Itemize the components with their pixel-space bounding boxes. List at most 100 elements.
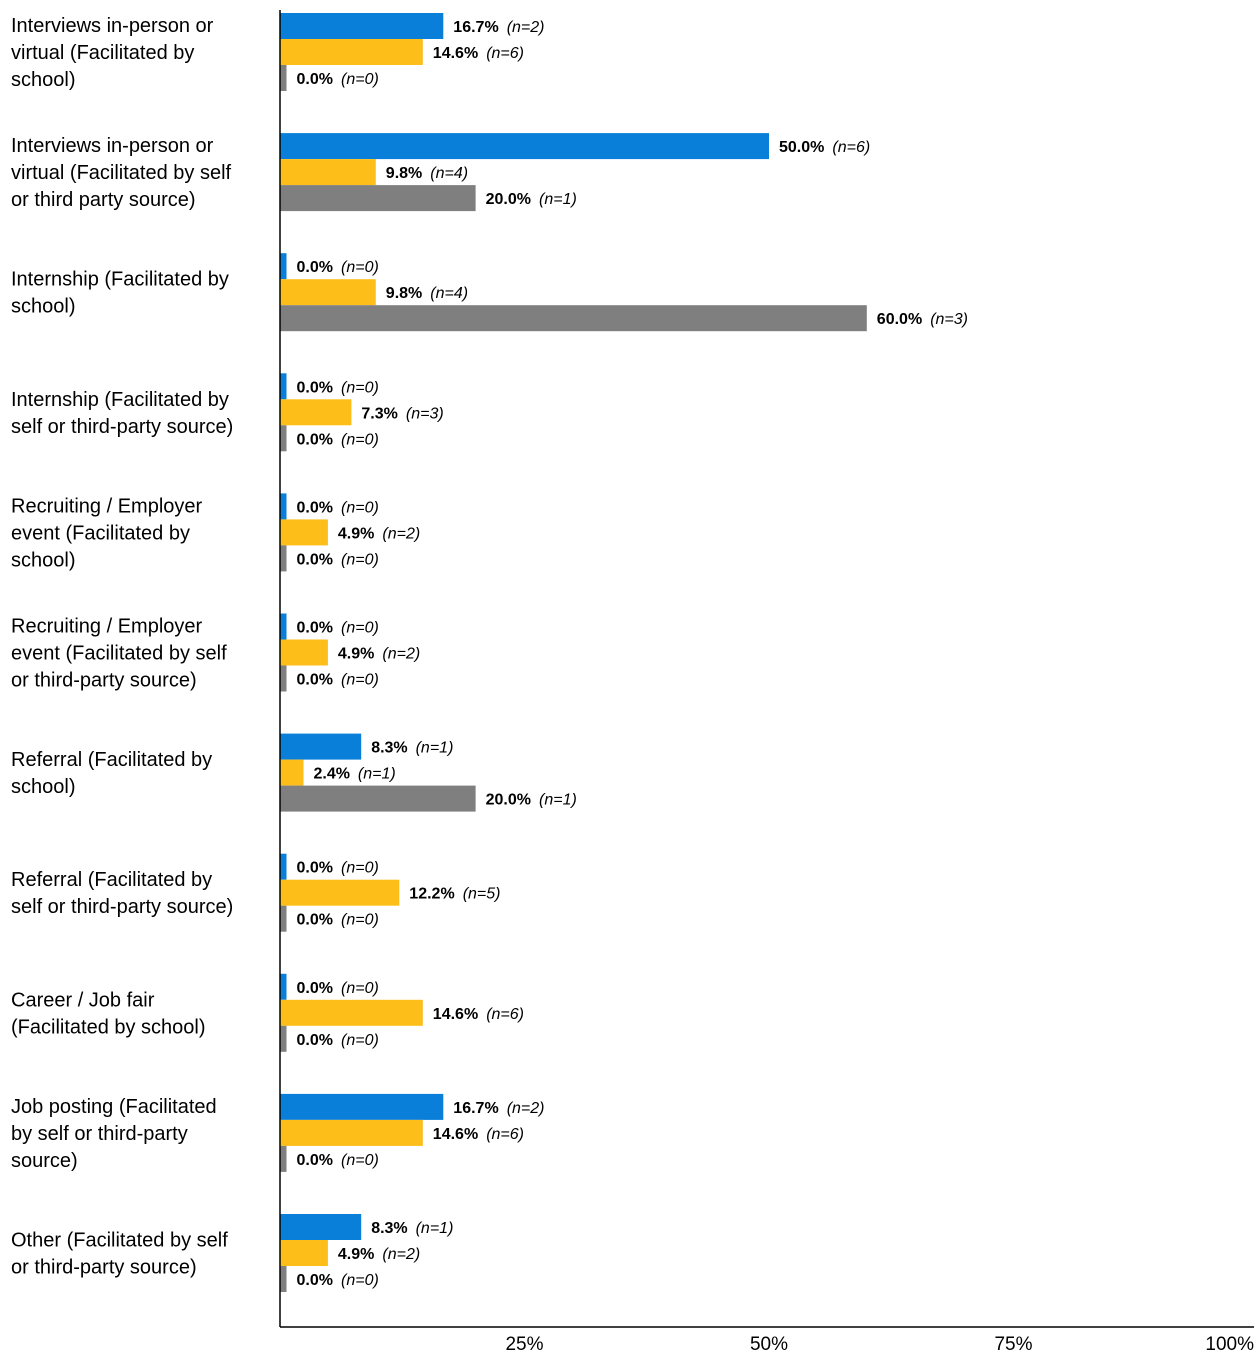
value-label: 4.9%	[338, 1246, 374, 1263]
bar	[280, 65, 287, 91]
n-label: (n=2)	[507, 19, 545, 36]
bar	[280, 425, 287, 452]
category-label-line: event (Facilitated by self	[11, 643, 227, 665]
category-labels: Interviews in-person or virtual (Facilita…	[11, 15, 233, 1279]
value-label: 0.0%	[297, 980, 333, 997]
category-label-line: school)	[11, 296, 75, 318]
bar	[280, 253, 287, 280]
bar	[280, 999, 423, 1026]
category-label: Referral (Facilitated by self or third-pa…	[11, 869, 233, 918]
category-label-line: Interviews in-person or	[11, 15, 214, 37]
category-label-line: or third-party source)	[11, 1257, 197, 1279]
category-label-line: or third party source)	[11, 189, 196, 211]
value-label: 14.6%	[433, 1126, 478, 1143]
x-axis-ticks: 25% 50% 75% 100%	[505, 1334, 1254, 1354]
n-label: (n=1)	[539, 792, 577, 809]
bar	[280, 1266, 287, 1292]
category-label: Interviews in-person or virtual (Facilita…	[11, 135, 232, 211]
n-label: (n=0)	[341, 1152, 379, 1169]
n-label: (n=0)	[341, 499, 379, 516]
category-label-line: Recruiting / Employer	[11, 495, 203, 517]
n-label: (n=0)	[341, 1272, 379, 1289]
category-label: Internship (Facilitated by self or third-…	[11, 389, 233, 438]
value-label: 12.2%	[409, 886, 454, 903]
value-label: 2.4%	[314, 766, 350, 783]
category-label-line: event (Facilitated by	[11, 522, 190, 544]
bar	[280, 133, 769, 160]
value-label: 4.9%	[338, 525, 374, 542]
value-label: 60.0%	[877, 311, 922, 328]
x-tick-label: 50%	[750, 1334, 788, 1354]
n-label: (n=2)	[382, 646, 420, 663]
category-label-line: Internship (Facilitated by	[11, 389, 229, 411]
n-label: (n=0)	[341, 1032, 379, 1049]
value-label: 16.7%	[453, 19, 498, 36]
n-label: (n=0)	[341, 431, 379, 448]
bar	[280, 973, 287, 1000]
x-tick-label: 100%	[1205, 1334, 1254, 1354]
n-label: (n=0)	[341, 860, 379, 877]
n-label: (n=6)	[832, 139, 870, 156]
category-label-line: self or third-party source)	[11, 416, 233, 438]
n-label: (n=0)	[341, 620, 379, 637]
n-label: (n=1)	[539, 191, 577, 208]
value-label: 0.0%	[297, 431, 333, 448]
bar	[280, 853, 287, 880]
bar	[280, 39, 423, 65]
category-label: Recruiting / Employer event (Facilitated …	[11, 495, 203, 571]
bar	[280, 733, 362, 760]
category-label-line: source)	[11, 1150, 78, 1172]
value-label: 7.3%	[361, 405, 397, 422]
value-label: 14.6%	[433, 1006, 478, 1023]
bar	[280, 639, 328, 666]
category-label-line: or third-party source)	[11, 670, 197, 692]
category-label: Job posting (Facilitated by self or third…	[11, 1096, 217, 1172]
bar	[280, 545, 287, 572]
bar	[280, 399, 352, 426]
n-label: (n=0)	[341, 71, 379, 88]
value-label: 0.0%	[297, 860, 333, 877]
bar	[280, 279, 376, 306]
category-label-line: (Facilitated by school)	[11, 1016, 206, 1038]
n-label: (n=6)	[486, 1126, 524, 1143]
value-label: 9.8%	[386, 165, 422, 182]
bar	[280, 373, 287, 400]
bar	[280, 1145, 287, 1172]
bar	[280, 1093, 444, 1120]
bar	[280, 185, 476, 212]
n-label: (n=0)	[341, 912, 379, 929]
n-label: (n=2)	[507, 1100, 545, 1117]
value-label: 0.0%	[297, 1272, 333, 1289]
value-label: 16.7%	[453, 1100, 498, 1117]
bar	[280, 759, 304, 786]
category-label-line: Referral (Facilitated by	[11, 869, 212, 891]
bar	[280, 1119, 423, 1146]
n-label: (n=0)	[341, 551, 379, 568]
bar	[280, 613, 287, 640]
bar	[280, 13, 444, 39]
n-label: (n=0)	[341, 980, 379, 997]
bar	[280, 159, 376, 186]
n-label: (n=1)	[416, 740, 454, 757]
x-tick-label: 75%	[994, 1334, 1032, 1354]
value-label: 0.0%	[297, 71, 333, 88]
value-label: 0.0%	[297, 551, 333, 568]
value-label: 0.0%	[297, 379, 333, 396]
category-label-line: virtual (Facilitated by self	[11, 162, 232, 184]
bar	[280, 879, 400, 906]
bar	[280, 519, 328, 546]
category-label-line: Internship (Facilitated by	[11, 269, 229, 291]
category-label-line: self or third-party source)	[11, 896, 233, 918]
value-label: 0.0%	[297, 1032, 333, 1049]
category-label-line: school)	[11, 69, 75, 91]
value-label: 0.0%	[297, 1152, 333, 1169]
value-label: 0.0%	[297, 912, 333, 929]
bar	[280, 1240, 328, 1266]
n-label: (n=4)	[430, 165, 468, 182]
category-label-line: by self or third-party	[11, 1123, 188, 1145]
n-label: (n=1)	[416, 1220, 454, 1237]
category-label-line: virtual (Facilitated by	[11, 42, 194, 64]
value-label: 4.9%	[338, 646, 374, 663]
category-label: Career / Job fair (Facilitated by school)	[11, 989, 206, 1038]
